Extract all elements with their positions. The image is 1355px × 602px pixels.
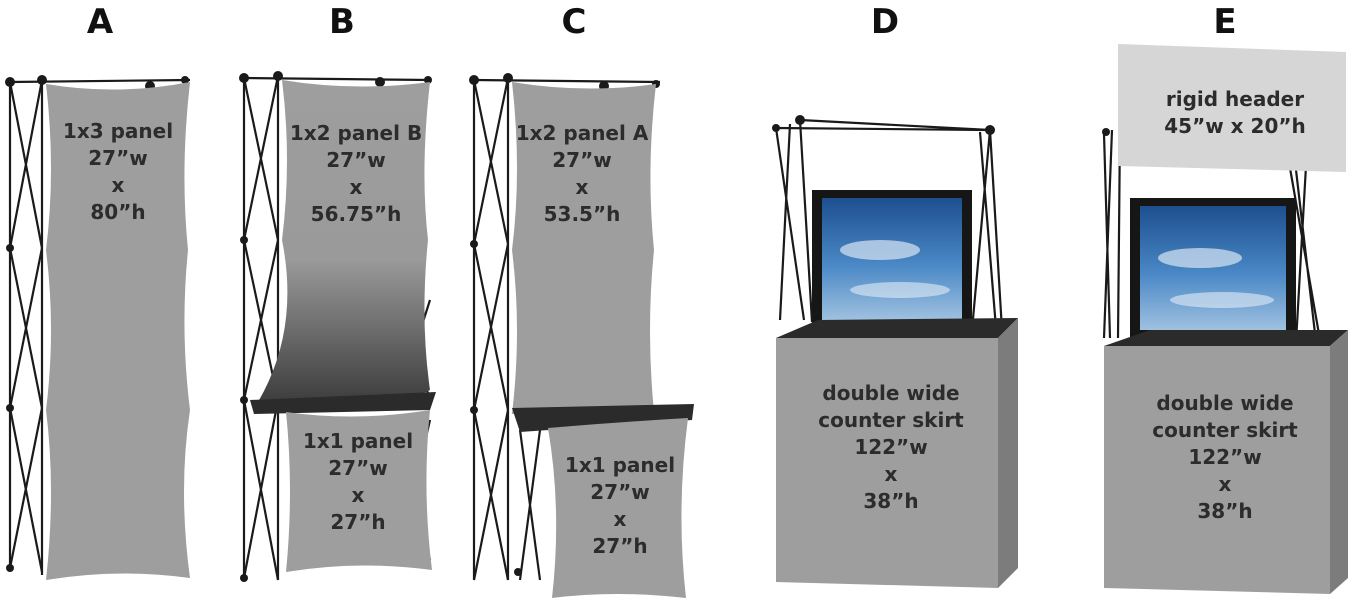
counter-side-d (998, 318, 1018, 588)
panel-b-1x1-label: 1x1 panel 27”w x 27”h (298, 428, 418, 536)
counter-top-e (1104, 330, 1348, 346)
column-letter-c: C (561, 2, 587, 42)
panel-b-1x2 (258, 80, 430, 407)
label-line: x (613, 507, 627, 531)
label-line: counter skirt (1152, 418, 1298, 442)
label-line: 27”h (330, 510, 386, 534)
label-line: 38”h (863, 489, 919, 513)
counter-top-d (776, 318, 1018, 338)
label-line: 122”w (854, 435, 928, 459)
label-line: x (111, 173, 125, 197)
label-line: 1x1 panel (564, 453, 676, 477)
label-line: counter skirt (818, 408, 964, 432)
panel-b-1x2-label: 1x2 panel B 27”w x 56.75”h (286, 120, 426, 228)
label-line: rigid header (1165, 87, 1305, 111)
panel-c-1x2-label: 1x2 panel A 27”w x 53.5”h (512, 120, 652, 228)
panel-a-1x3 (46, 82, 190, 580)
label-line: 27”w (552, 148, 612, 172)
label-line: x (351, 483, 365, 507)
label-line: 80”h (90, 200, 146, 224)
panel-a-label: 1x3 panel 27”w x 80”h (58, 118, 178, 226)
counter-skirt-e-label: double wide counter skirt 122”w x 38”h (1140, 390, 1310, 525)
column-letter-a: A (86, 2, 114, 42)
label-line: double wide (822, 381, 960, 405)
label-line: 27”w (88, 146, 148, 170)
label-line: 27”w (590, 480, 650, 504)
rigid-header (1118, 44, 1346, 172)
stand-b (239, 71, 436, 582)
frame-d (774, 118, 1004, 331)
label-line: 1x2 panel B (289, 121, 423, 145)
label-line: 27”w (326, 148, 386, 172)
label-line: 1x1 panel (302, 429, 414, 453)
tv-e-screen (1140, 206, 1286, 330)
frame-a-joints (5, 75, 189, 572)
label-line: 1x2 panel A (515, 121, 649, 145)
panel-b-1x1 (286, 410, 432, 572)
column-letter-d: D (870, 2, 900, 42)
counter-front-e (1104, 346, 1330, 594)
tv-e (1130, 198, 1296, 346)
panel-c-1x1-label: 1x1 panel 27”w x 27”h (560, 452, 680, 560)
frame-b-joints (239, 71, 432, 582)
frame-d-joints (772, 115, 995, 135)
label-line: 56.75”h (310, 202, 402, 226)
label-line: 45”w x 20”h (1164, 114, 1306, 138)
label-line: x (1218, 472, 1232, 496)
frame-e-joints (1102, 128, 1110, 136)
stand-e (1102, 44, 1348, 594)
stand-a (5, 75, 191, 580)
counter-front-d (776, 338, 998, 588)
label-line: double wide (1156, 391, 1294, 415)
label-line: 1x3 panel (62, 119, 174, 143)
counter-side-e (1330, 330, 1348, 594)
counter-top-b (250, 392, 436, 414)
panel-c-1x2 (512, 82, 656, 414)
rigid-header-label: rigid header 45”w x 20”h (1140, 86, 1330, 140)
counter-top-c (512, 404, 694, 432)
frame-c-joints (469, 73, 660, 576)
label-line: 53.5”h (543, 202, 621, 226)
stand-d (772, 115, 1018, 588)
counter-skirt-d-label: double wide counter skirt 122”w x 38”h (806, 380, 976, 515)
label-line: x (349, 175, 363, 199)
tv-d (812, 190, 972, 336)
label-line: x (884, 462, 898, 486)
column-letter-b: B (329, 2, 355, 42)
label-line: 122”w (1188, 445, 1262, 469)
column-letter-e: E (1213, 2, 1237, 42)
stand-c (469, 73, 694, 598)
label-line: 27”h (592, 534, 648, 558)
panel-c-1x1 (548, 418, 688, 598)
label-line: x (575, 175, 589, 199)
frame-e (1102, 127, 1322, 343)
label-line: 38”h (1197, 499, 1253, 523)
label-line: 27”w (328, 456, 388, 480)
